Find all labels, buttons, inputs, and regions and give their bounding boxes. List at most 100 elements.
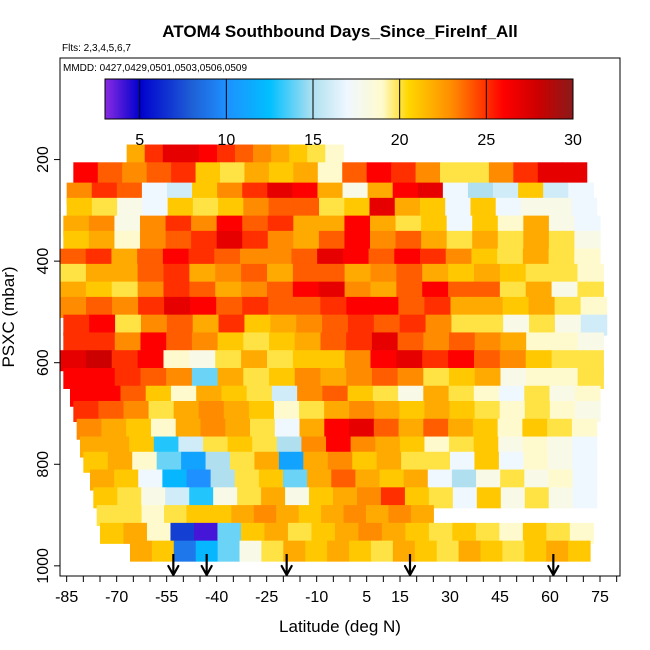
heatmap-cell [63, 332, 90, 354]
flight-arrows [167, 554, 560, 577]
heatmap-cell [355, 469, 381, 491]
x-tick-label: 60 [541, 589, 559, 606]
flight-arrow [167, 554, 180, 577]
heatmap-cell [547, 418, 573, 440]
heatmap-cell [349, 418, 375, 440]
x-tick-label: -25 [255, 589, 278, 606]
heatmap-cell [264, 522, 289, 544]
heatmap-cell [126, 144, 146, 166]
heatmap-cell [217, 522, 242, 544]
heatmap-cell [474, 400, 501, 422]
heatmap-strip [63, 367, 604, 389]
heatmap-cell [283, 469, 308, 491]
heatmap-cell [278, 451, 304, 473]
heatmap-cell [497, 230, 524, 252]
heatmap-cell [119, 505, 143, 527]
heatmap-cell [551, 332, 579, 354]
heatmap-cell [198, 400, 225, 422]
heatmap-cell [123, 522, 148, 544]
heatmap-cell [577, 367, 604, 389]
heatmap-cell [425, 314, 453, 336]
heatmap-cell [60, 350, 87, 372]
x-tick-label: -55 [155, 589, 178, 606]
heatmap-cell [117, 197, 143, 219]
heatmap-cell [170, 522, 195, 544]
heatmap-cell [186, 505, 210, 527]
heatmap-cell [162, 469, 188, 491]
heatmap-cell [546, 540, 569, 562]
heatmap-cell [428, 487, 454, 509]
heatmap-cell [344, 350, 372, 372]
flight-arrow [280, 554, 293, 577]
heatmap-cell [248, 400, 275, 422]
heatmap-strip [100, 522, 594, 544]
heatmap-cell [122, 162, 148, 184]
heatmap-cell [192, 197, 219, 219]
heatmap-cell [190, 296, 217, 318]
heatmap-cell [562, 162, 588, 184]
heatmap-cell [241, 350, 268, 372]
heatmap-cell [216, 296, 243, 318]
heatmap-cell [445, 197, 472, 219]
heatmap-cell [318, 350, 346, 372]
heatmap-cell [253, 144, 272, 166]
heatmap-cell [191, 367, 219, 389]
heatmap-cell [89, 314, 116, 336]
heatmap-cell [347, 314, 375, 336]
heatmap-cell [85, 263, 113, 285]
heatmap-layer [60, 144, 608, 562]
heatmap-cell [83, 451, 109, 473]
heatmap-cell [266, 350, 294, 372]
heatmap-cell [165, 487, 190, 509]
heatmap-cell [423, 367, 450, 389]
heatmap-cell [472, 418, 499, 440]
x-tick-label: -40 [205, 589, 228, 606]
heatmap-cell [63, 314, 90, 336]
heatmap-cell [334, 522, 360, 544]
heatmap-cell [112, 296, 139, 318]
heatmap-cell [307, 144, 326, 166]
heatmap-cell [268, 296, 295, 318]
heatmap-cell [381, 522, 406, 544]
heatmap-cell [137, 350, 165, 372]
heatmap-cell [548, 469, 574, 491]
heatmap-cell [195, 162, 221, 184]
flight-arrow [547, 554, 560, 577]
heatmap-cell [551, 263, 579, 285]
heatmap-cell [370, 263, 397, 285]
heatmap-cell [369, 197, 396, 219]
heatmap-cell [503, 314, 530, 336]
heatmap-cell [156, 451, 182, 473]
heatmap-cell [422, 350, 449, 372]
heatmap-cell [243, 367, 270, 389]
heatmap-cell [500, 487, 526, 509]
heatmap-cell [292, 350, 320, 372]
heatmap-cell [242, 296, 269, 318]
heatmap-cell [283, 540, 306, 562]
heatmap-cell [126, 418, 152, 440]
heatmap-cell [356, 487, 382, 509]
heatmap-cell [294, 296, 321, 318]
heatmap-cell [349, 540, 372, 562]
heatmap-cell [554, 296, 582, 318]
heatmap-strip [60, 263, 604, 285]
heatmap-cell [88, 230, 116, 252]
heatmap-cell [73, 162, 99, 184]
heatmap-cell [216, 230, 243, 252]
heatmap-cell [285, 487, 310, 509]
heatmap-cell [235, 144, 254, 166]
heatmap-cell [428, 522, 453, 544]
heatmap-cell [240, 522, 266, 544]
heatmap-cell [397, 332, 424, 354]
heatmap-cell [499, 400, 526, 422]
x-tick-label: 5 [362, 589, 371, 606]
heatmap-cell [107, 451, 133, 473]
heatmap-cell [470, 197, 497, 219]
heatmap-cell [73, 400, 100, 422]
heatmap-cell [151, 540, 175, 562]
heatmap-cell [117, 487, 142, 509]
heatmap-cell [366, 162, 392, 184]
heatmap-cell [371, 367, 399, 389]
heatmap-cell [166, 367, 193, 389]
